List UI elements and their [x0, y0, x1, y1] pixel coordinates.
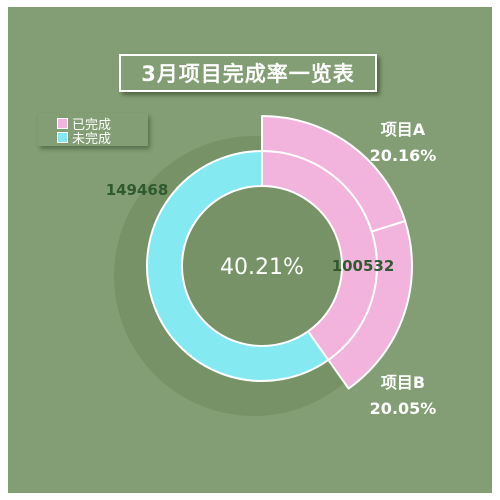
project-a-name-label: 项目A [381, 120, 426, 139]
project-a-percent-label: 20.16% [370, 146, 437, 165]
legend-item-completed: 已完成 [57, 116, 112, 133]
legend-label-uncompleted: 未完成 [72, 131, 112, 147]
inner-slice-uncompleted [146, 150, 330, 382]
project-b-name-label: 项目B [381, 373, 425, 392]
value-label-uncompleted: 149468 [106, 181, 169, 199]
chart-title-text: 3月项目完成率一览表 [141, 62, 355, 86]
chart-legend: 已完成 未完成 [38, 113, 148, 147]
legend-label-completed: 已完成 [72, 117, 112, 133]
value-label-completed: 100532 [332, 257, 395, 275]
project-b-percent-label: 20.05% [370, 399, 437, 418]
legend-swatch-uncompleted [57, 131, 68, 143]
legend-item-uncompleted: 未完成 [57, 130, 112, 147]
chart-title: 3月项目完成率一览表 [119, 54, 377, 92]
center-percent-label: 40.21% [220, 255, 304, 280]
inner-slice-completed [261, 150, 378, 361]
legend-swatch-completed [57, 117, 68, 129]
